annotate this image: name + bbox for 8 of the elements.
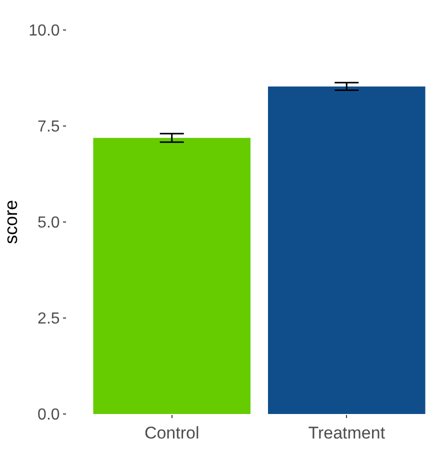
- y-tick-label: 7.5: [38, 118, 60, 136]
- y-tick-label: 0.0: [38, 406, 60, 424]
- y-tick-label: 10.0: [28, 22, 60, 40]
- x-tick-label: Treatment: [308, 423, 386, 442]
- y-tick-label: 2.5: [38, 310, 60, 328]
- x-tick-label: Control: [144, 423, 200, 442]
- y-tick-label: 5.0: [38, 214, 60, 232]
- y-axis-title: score: [0, 200, 21, 244]
